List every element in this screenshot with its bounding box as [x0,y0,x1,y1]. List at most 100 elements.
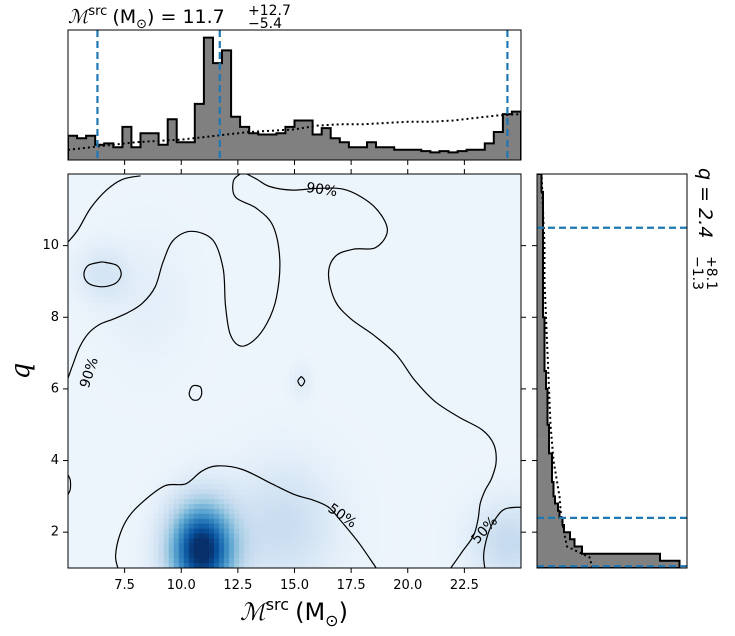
heatmap-cell [319,395,326,402]
heatmap-cell [213,375,220,382]
heatmap-cell [78,277,84,283]
heatmap-cell [430,208,437,214]
heatmap-cell [435,415,442,421]
heatmap-cell [314,375,321,382]
heatmap-cell [213,218,220,224]
heatmap-cell [294,208,301,214]
heatmap-cell [510,380,517,387]
heatmap-cell [299,198,306,205]
heatmap-cell [485,435,492,441]
heatmap-cell [455,213,462,219]
heatmap-cell [495,297,502,303]
heatmap-cell [103,208,109,214]
heatmap-cell [188,257,195,264]
top-hist-bar [158,144,168,160]
heatmap-cell [78,218,84,224]
heatmap-cell [108,174,114,180]
heatmap-cell [364,439,371,446]
heatmap-cell [239,390,245,397]
heatmap-cell [78,361,84,367]
heatmap-cell [88,321,94,328]
heatmap-cell [450,321,457,328]
heatmap-cell [465,203,472,210]
heatmap-cell [390,252,396,259]
heatmap-cell [400,282,406,288]
top-hist-bar [194,103,205,160]
heatmap-cell [364,410,371,416]
heatmap-cell [284,302,291,308]
heatmap-cell [178,410,185,416]
heatmap-cell [515,208,521,214]
heatmap-cell [475,306,482,313]
heatmap-cell [234,272,240,279]
heatmap-cell [219,380,225,387]
heatmap-cell [88,425,94,431]
heatmap-cell [405,267,411,274]
heatmap-cell [98,316,104,323]
heatmap-cell [515,193,521,200]
heatmap-cell [128,385,135,392]
heatmap-cell [380,198,386,205]
heatmap-cell [460,361,467,367]
heatmap-cell [334,297,341,303]
heatmap-cell [193,351,200,357]
heatmap-cell [68,306,74,313]
heatmap-cell [103,435,109,441]
heatmap-cell [375,346,381,352]
heatmap-cell [103,238,109,244]
heatmap-cell [118,346,124,352]
heatmap-cell [103,302,109,308]
heatmap-cell [395,272,401,279]
heatmap-cell [239,262,245,269]
heatmap-cell [229,188,235,195]
heatmap-cell [219,311,225,318]
heatmap-cell [314,410,321,416]
heatmap-cell [73,390,79,397]
heatmap-cell [183,435,190,441]
heatmap-cell [460,238,467,244]
heatmap-cell [339,311,346,318]
heatmap-cell [294,233,301,239]
heatmap-cell [405,321,411,328]
heatmap-cell [470,213,477,219]
heatmap-cell [329,262,336,269]
heatmap-cell [364,267,371,274]
heatmap-cell [349,223,356,229]
heatmap-cell [299,242,306,249]
heatmap-cell [460,321,467,328]
heatmap-cell [254,174,260,180]
heatmap-cell [395,306,401,313]
heatmap-cell [490,366,497,372]
heatmap-cell [244,218,250,224]
heatmap-cell [395,410,401,416]
heatmap-cell [400,247,406,254]
heatmap-cell [68,415,74,421]
heatmap-cell [68,262,74,269]
heatmap-cell [153,193,160,200]
heatmap-cell [98,375,104,382]
heatmap-cell [103,297,109,303]
heatmap-cell [68,390,74,397]
heatmap-cell [390,380,396,387]
heatmap-cell [138,351,145,357]
heatmap-cell [269,297,275,303]
heatmap-cell [440,188,447,195]
heatmap-cell [410,198,416,205]
heatmap-cell [178,188,185,195]
heatmap-cell [143,193,150,200]
heatmap-cell [254,321,260,328]
heatmap-cell [390,366,396,372]
heatmap-cell [88,439,94,446]
heatmap-cell [500,262,507,269]
heatmap-cell [98,238,104,244]
heatmap-cell [400,385,406,392]
heatmap-cell [390,361,396,367]
heatmap-cell [364,385,371,392]
heatmap-cell [364,292,371,298]
top-hist-bar [421,151,431,160]
top-hist-bar [330,138,341,160]
heatmap-cell [435,208,442,214]
heatmap-cell [173,356,180,362]
heatmap-cell [344,242,351,249]
heatmap-cell [138,188,145,195]
